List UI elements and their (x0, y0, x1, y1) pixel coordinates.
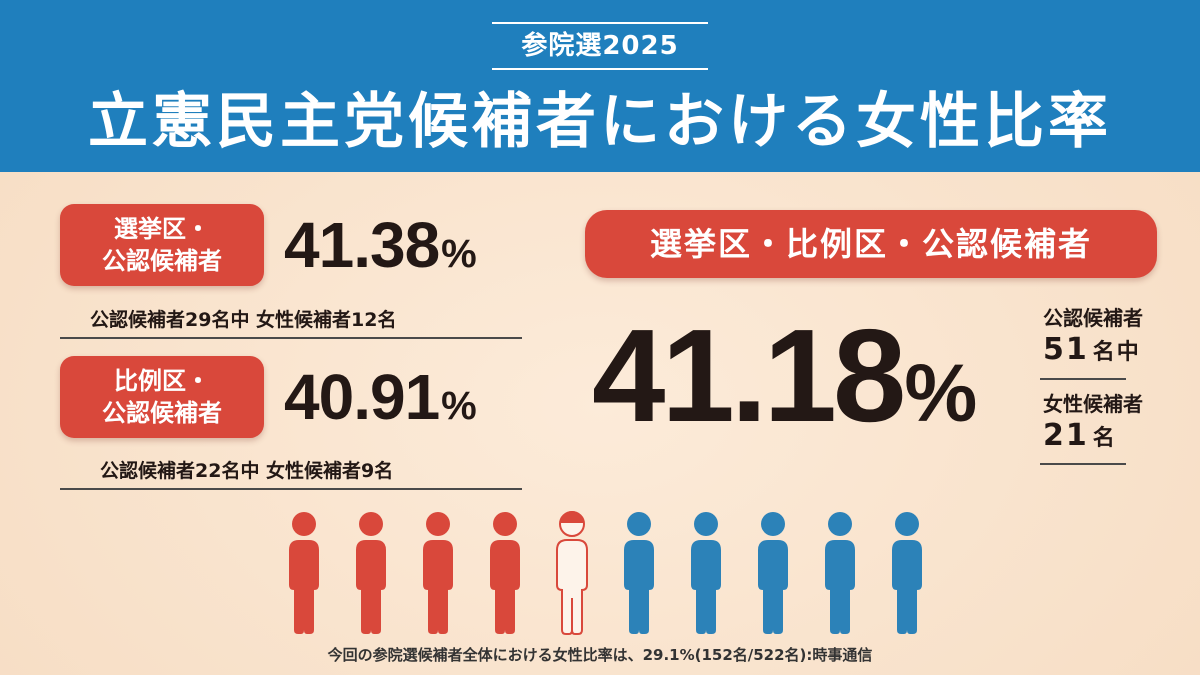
total-women-count: 21 名 (1043, 418, 1117, 453)
footer-note: 今回の参院選候補者全体における女性比率は、29.1%(152名/522名):時事… (327, 646, 873, 664)
male-figure-icon (758, 512, 788, 634)
male-figure-icon (691, 512, 721, 634)
election-kicker: 参院選2025 (492, 22, 708, 70)
male-figure-icon (892, 512, 922, 634)
female-figure-icon (289, 512, 319, 634)
proportional-percent-sign: % (441, 384, 477, 428)
total-divider-2 (1040, 463, 1126, 465)
proportional-label-badge: 比例区・ 公認候補者 (60, 356, 264, 438)
gender-pictogram (283, 510, 923, 635)
proportional-label-line2: 公認候補者 (102, 399, 222, 427)
partial-female-figure-icon (556, 511, 588, 635)
header-banner: 参院選2025 立憲民主党候補者における女性比率 (0, 0, 1200, 172)
total-percent-sign: % (904, 348, 978, 439)
proportional-note: 公認候補者22名中 女性候補者9名 (100, 460, 394, 482)
district-percent-value: 41.38 (284, 209, 440, 281)
total-women-value: 21 (1043, 418, 1089, 453)
district-note: 公認候補者29名中 女性候補者12名 (90, 309, 397, 331)
total-percent: 41.18% (592, 300, 977, 451)
female-figure-icon (490, 512, 520, 634)
proportional-percent: 40.91% (284, 360, 477, 434)
male-figure-icon (825, 512, 855, 634)
total-divider-1 (1040, 378, 1126, 380)
total-candidates-value: 51 (1043, 332, 1089, 367)
district-label-line1: 選挙区・ (114, 215, 210, 243)
total-candidates-label: 公認候補者 (1043, 306, 1143, 330)
total-women-unit: 名 (1092, 426, 1117, 451)
district-label-line2: 公認候補者 (102, 247, 222, 275)
female-figure-icon (423, 512, 453, 634)
total-candidates-count: 51 名中 (1043, 332, 1141, 367)
district-label-badge: 選挙区・ 公認候補者 (60, 204, 264, 286)
district-divider (60, 337, 522, 339)
proportional-label-line1: 比例区・ (114, 367, 210, 395)
total-women-label: 女性候補者 (1043, 392, 1143, 416)
total-label-badge: 選挙区・比例区・公認候補者 (585, 210, 1157, 278)
proportional-percent-value: 40.91 (284, 361, 440, 433)
proportional-divider (60, 488, 522, 490)
male-figure-icon (624, 512, 654, 634)
district-percent-sign: % (441, 232, 477, 276)
total-percent-value: 41.18 (592, 302, 906, 449)
total-candidates-unit: 名中 (1092, 340, 1141, 365)
district-percent: 41.38% (284, 208, 477, 282)
female-figure-icon (356, 512, 386, 634)
page-title: 立憲民主党候補者における女性比率 (88, 87, 1112, 157)
